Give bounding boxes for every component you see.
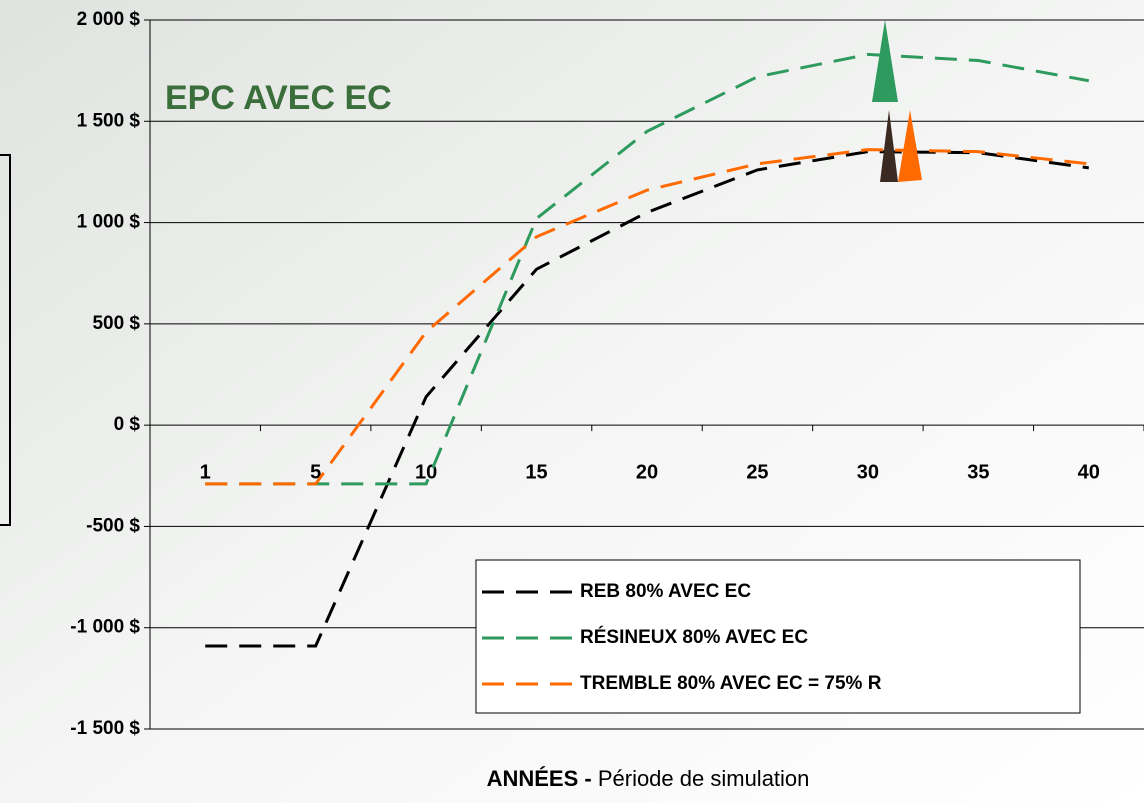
frame-edge: [0, 154, 11, 526]
y-tick-label: 1 000 $: [77, 212, 141, 233]
legend-label: REB 80% AVEC EC: [580, 581, 751, 602]
series-line: [205, 52, 1090, 486]
legend-label: TREMBLE 80% AVEC EC = 75% R: [580, 673, 882, 694]
y-tick-label: -1 500 $: [70, 718, 140, 739]
legend-box: [475, 559, 1081, 714]
y-tick-label: 2 000 $: [77, 9, 141, 30]
tree-icons: [872, 20, 922, 182]
x-tick-label: 15: [525, 461, 547, 483]
x-tick-label: 20: [636, 461, 658, 483]
x-axis-title-main: ANNÉES -: [487, 766, 592, 791]
x-tick-label: 40: [1078, 461, 1100, 483]
plot-area: -1 500 $ -1 000 $ -500 $ 0 $ 500 $ 1 000 $ 1 5…: [70, 9, 1144, 739]
legend-label: RÉSINEUX 80% AVEC EC: [580, 626, 808, 648]
y-tick-label: 500 $: [92, 313, 140, 334]
x-axis-title: ANNÉES - Période de simulation: [487, 766, 810, 791]
y-tick-label: -500 $: [86, 515, 140, 536]
chart-title: EPC AVEC EC: [165, 79, 392, 117]
y-tick-label: 0 $: [114, 414, 141, 435]
x-tick-label: 30: [857, 461, 879, 483]
x-tick-label: 25: [746, 461, 768, 483]
x-axis-title-detail: Période de simulation: [598, 766, 810, 791]
y-tick-label: -1 000 $: [70, 617, 140, 638]
y-tick-label: 1 500 $: [77, 110, 141, 131]
x-tick-label: 35: [967, 461, 989, 483]
x-tick-label: 1: [200, 461, 211, 483]
series-line: [205, 148, 1089, 486]
x-tick-label: 5: [310, 461, 321, 483]
